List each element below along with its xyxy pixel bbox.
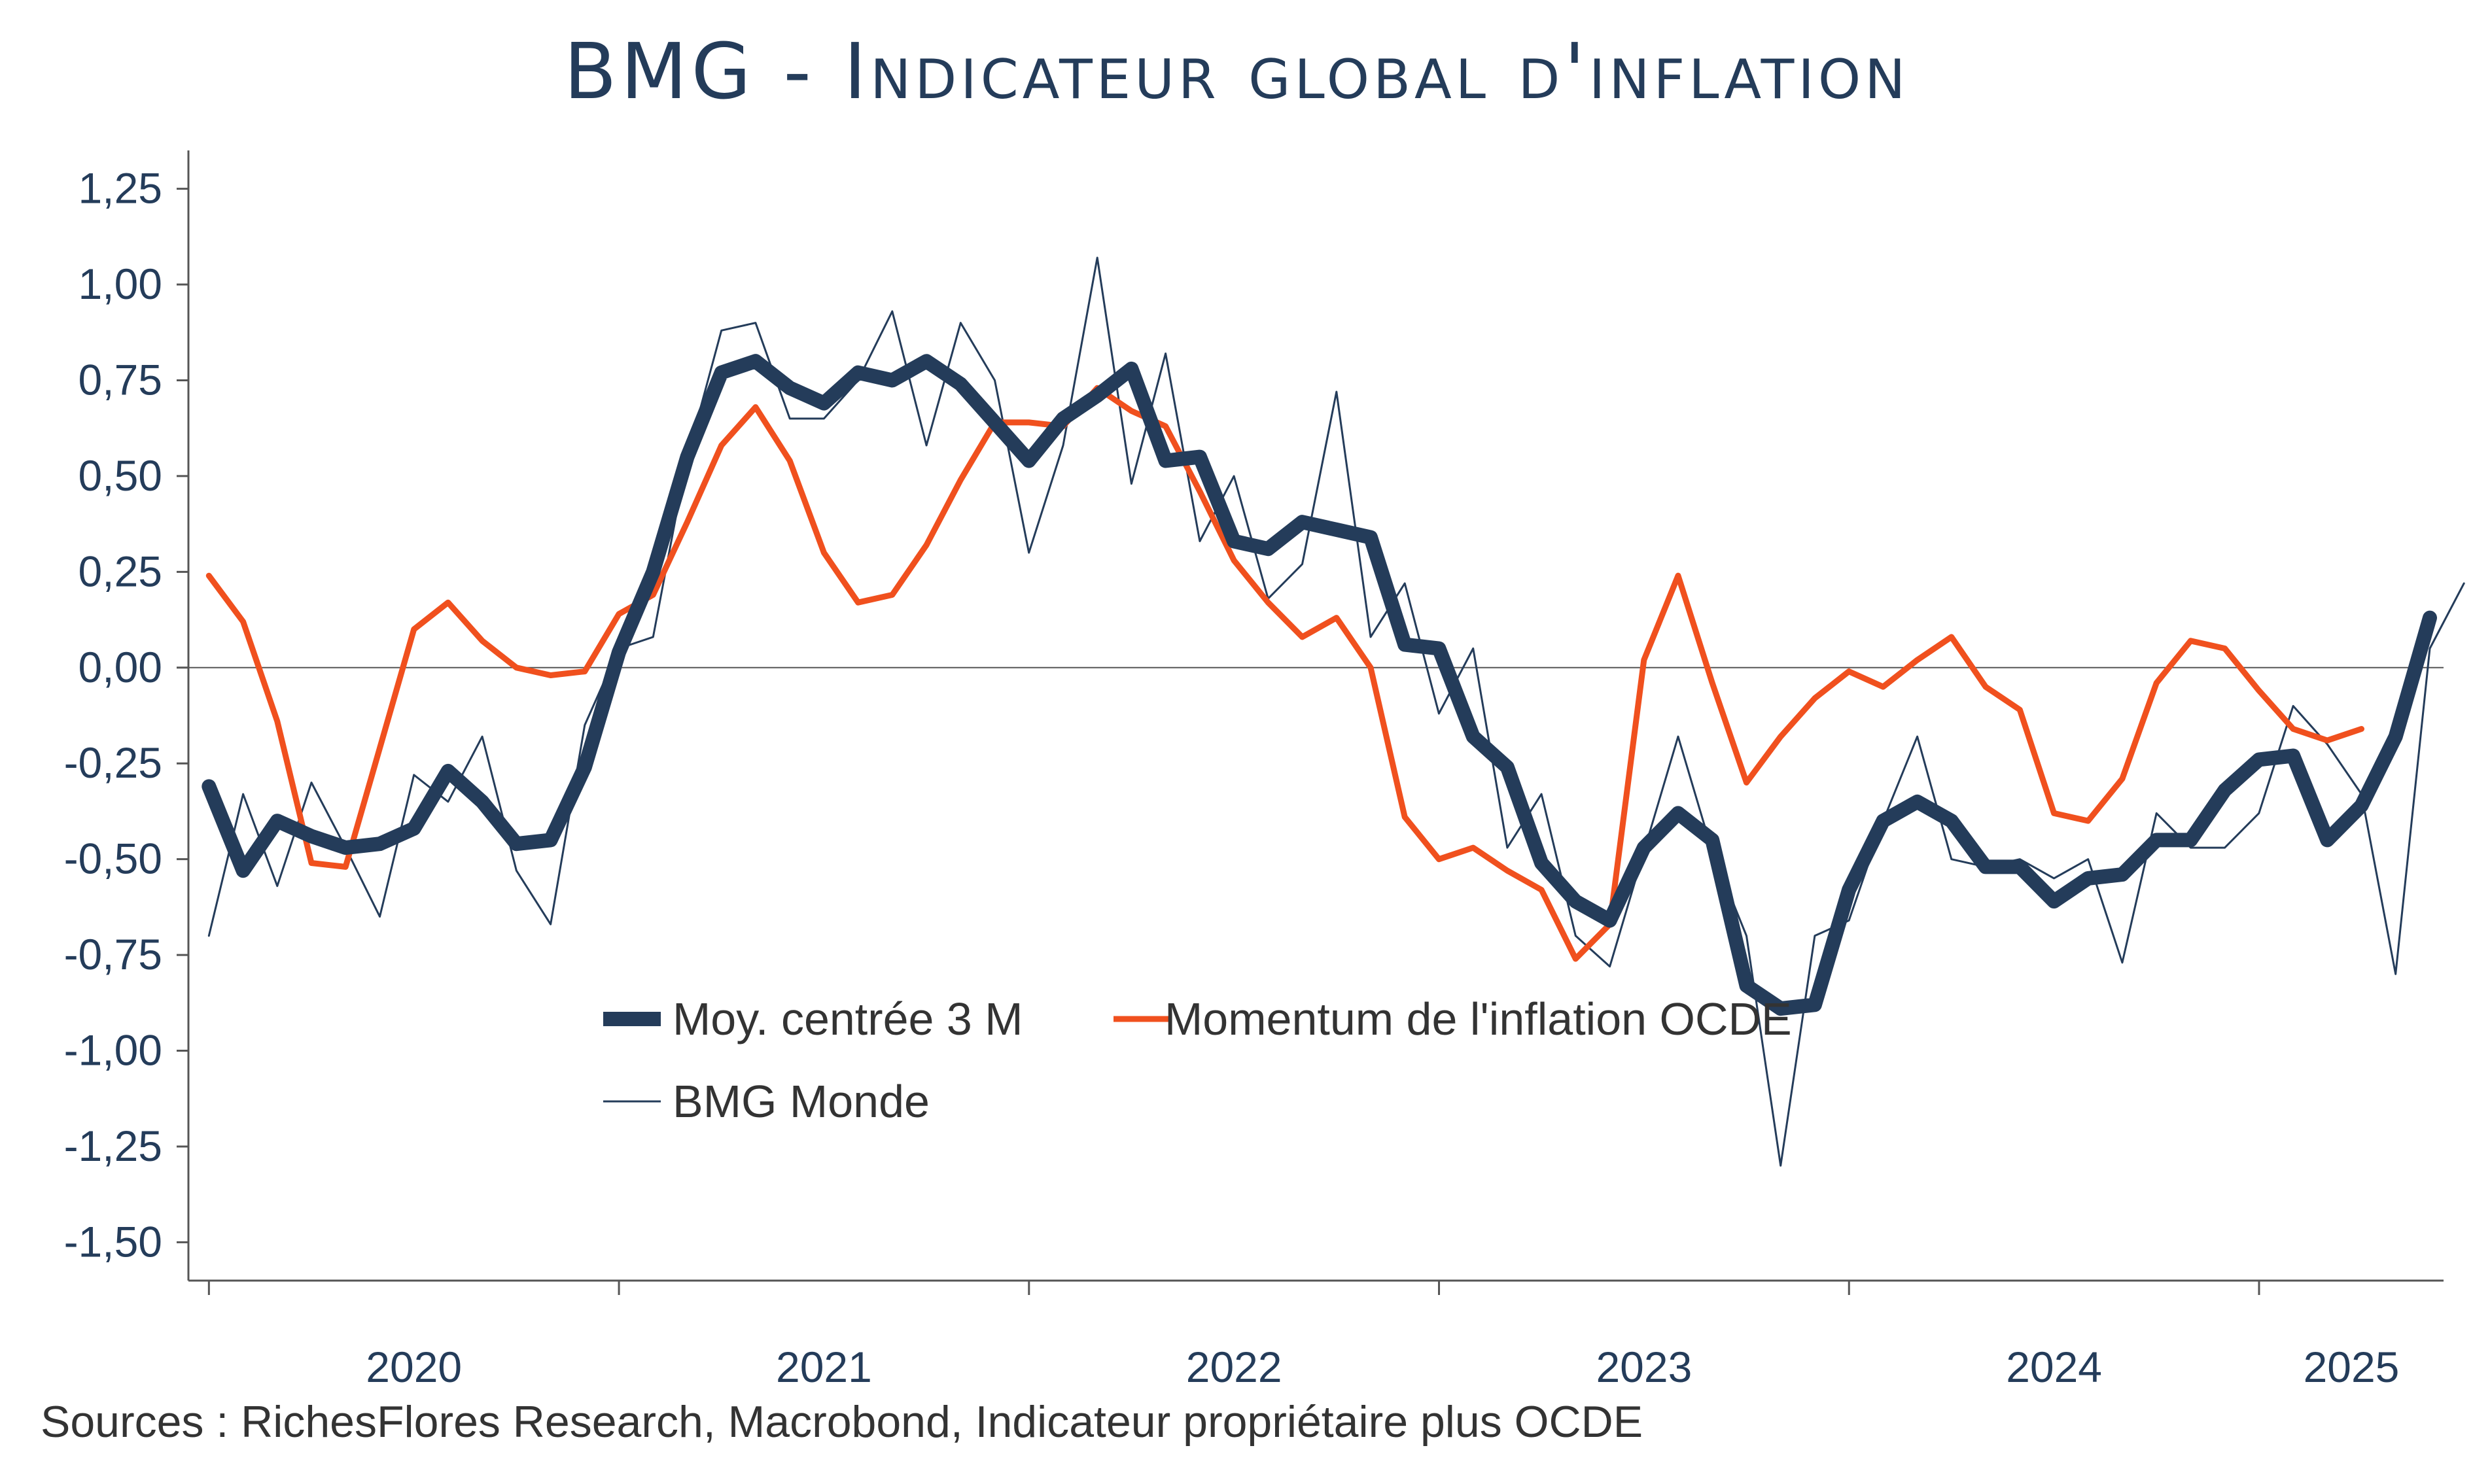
y-tick-label: -0,75 (64, 930, 162, 978)
y-tick-label: -1,00 (64, 1026, 162, 1075)
series-line-moy (202, 354, 2437, 1016)
y-tick-label: -1,50 (64, 1217, 162, 1266)
source-note: Sources : RichesFlores Research, Macrobo… (41, 1397, 1643, 1447)
series-line-momentum (205, 385, 2364, 962)
x-tick-label: 2025 (2304, 1343, 2400, 1391)
y-tick-label: 0,75 (79, 355, 162, 404)
x-tick-label: 2020 (366, 1343, 462, 1391)
legend-label-bmg: BMG Monde (673, 1076, 930, 1127)
y-tick-label: 1,00 (79, 260, 162, 308)
series-line-bmg (207, 256, 2465, 1167)
y-tick-label: 0,00 (79, 643, 162, 691)
axes: 1,25 1,00 0,75 0,50 0,25 0,00 -0,25 -0,50 -0,75 -… (64, 150, 2444, 1391)
legend: Moy. centrée 3 M Momentum de l'inflation… (603, 993, 1792, 1127)
x-tick-label: 2023 (1596, 1343, 1692, 1391)
x-tick-label: 2021 (776, 1343, 872, 1391)
y-tick-label: -0,50 (64, 835, 162, 883)
x-tick-label: 2022 (1186, 1343, 1282, 1391)
series-layer (202, 256, 2465, 1167)
y-tick-label: -1,25 (64, 1122, 162, 1170)
legend-label-momentum: Momentum de l'inflation OCDE (1165, 993, 1792, 1044)
y-tick-label: 0,50 (79, 451, 162, 500)
x-tick-label: 2024 (2006, 1343, 2102, 1391)
chart-title: BMG - Indicateur global d'inflation (563, 26, 1910, 116)
legend-label-moy: Moy. centrée 3 M (673, 993, 1023, 1044)
y-tick-label: -0,25 (64, 738, 162, 787)
y-tick-label: 0,25 (79, 547, 162, 595)
y-tick-label: 1,25 (79, 164, 162, 213)
